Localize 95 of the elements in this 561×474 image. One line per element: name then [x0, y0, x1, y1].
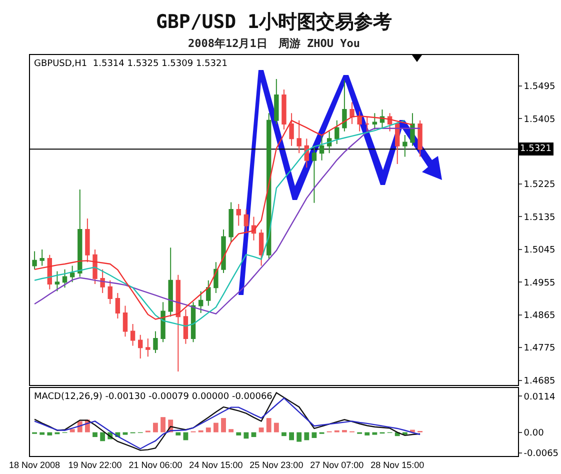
bar	[92, 432, 98, 438]
y-tick-label: 1.5045	[524, 246, 556, 256]
bar	[153, 422, 158, 432]
bar	[236, 432, 242, 436]
y-tick-label: 1.5135	[524, 212, 556, 223]
candlestick	[206, 280, 211, 306]
bar	[213, 422, 218, 432]
candlestick	[100, 268, 105, 294]
bar	[274, 422, 279, 432]
ref-line-label: 1.5321	[520, 144, 552, 154]
candlestick	[228, 202, 234, 243]
y-tick-label: -0.0065	[524, 448, 559, 459]
bar	[206, 428, 211, 432]
candlestick	[364, 116, 370, 132]
candlestick	[350, 102, 354, 125]
bar	[289, 432, 294, 440]
y-tick-label: 0.00	[524, 428, 544, 438]
bar	[40, 432, 45, 435]
chart-subtitle: 2008年12月1日 周游 ZHOU You	[188, 37, 360, 50]
x-tick-label: 19 Nov 22:00	[68, 460, 122, 470]
bar	[244, 432, 249, 439]
candlestick	[138, 334, 143, 359]
y-tick-label: 1.4865	[524, 311, 556, 322]
bar	[100, 432, 106, 442]
candlestick	[312, 145, 317, 204]
bar	[221, 418, 226, 432]
annotation: MACD(12,26,9) -0.00130 -0.00079 0.00000 -0.00066	[34, 392, 273, 402]
chart-title: GBP/USD 1小时图交易参考	[156, 11, 392, 33]
x-tick-label: 18 Nov 2008	[9, 460, 60, 470]
candlestick	[85, 218, 90, 263]
candlestick	[160, 302, 166, 343]
y-tick-label: 1.5225	[524, 180, 556, 190]
candlestick	[130, 323, 136, 346]
candlestick	[70, 265, 75, 283]
candlestick	[342, 80, 347, 132]
candlestick	[176, 274, 181, 372]
candlestick	[326, 130, 332, 154]
candlestick	[357, 110, 362, 132]
candlestick	[108, 280, 112, 304]
candlestick	[289, 112, 294, 146]
candlestick	[146, 338, 150, 358]
candlestick	[54, 270, 60, 292]
candlestick	[282, 89, 286, 130]
candlestick	[304, 138, 310, 168]
bar	[258, 428, 264, 432]
bar	[372, 432, 378, 435]
candlestick	[402, 134, 408, 158]
bar	[364, 432, 370, 436]
candlestick	[214, 262, 218, 294]
bar	[296, 432, 302, 442]
bar	[228, 429, 234, 432]
candlestick	[183, 308, 188, 344]
annotation: GBPUSD,H1 1.5314 1.5325 1.5309 1.5321	[34, 59, 228, 69]
candlestick	[40, 248, 44, 266]
y-tick-label: 1.5495	[524, 82, 556, 92]
x-tick-label: 28 Nov 15:00	[370, 460, 424, 470]
bar	[122, 432, 128, 435]
candlestick	[153, 330, 158, 354]
y-tick-label: 1.4685	[524, 376, 556, 386]
candlestick	[418, 120, 422, 158]
bar	[47, 432, 52, 436]
bar	[160, 417, 166, 432]
y-tick-label: 0.0114	[524, 392, 556, 402]
x-tick-label: 25 Nov 23:00	[250, 460, 304, 470]
candlestick	[32, 250, 37, 270]
bar	[266, 418, 272, 432]
bar	[176, 432, 181, 436]
candlestick	[115, 292, 120, 319]
candlestick	[296, 120, 302, 154]
bar	[282, 432, 286, 436]
x-tick-label: 27 Nov 07:00	[310, 460, 364, 470]
candlestick	[395, 122, 400, 165]
candlestick	[244, 208, 249, 234]
candlestick	[78, 188, 82, 278]
candlestick	[168, 247, 173, 318]
y-tick-label: 1.4955	[524, 278, 556, 288]
bar	[70, 429, 75, 432]
candlestick	[334, 120, 340, 145]
y-tick-label: 1.5405	[524, 114, 556, 125]
candlestick	[47, 254, 52, 290]
candlestick	[372, 112, 378, 130]
candlestick	[198, 290, 204, 314]
x-tick-label: 24 Nov 15:00	[189, 460, 243, 470]
bar	[304, 432, 310, 440]
candlestick	[92, 248, 98, 284]
x-tick-label: 21 Nov 06:00	[128, 460, 182, 470]
candlestick	[236, 204, 241, 226]
candlestick	[274, 78, 279, 125]
candlestick	[221, 228, 226, 274]
candlestick	[122, 305, 128, 338]
candlestick	[319, 134, 324, 161]
candlestick	[62, 268, 68, 288]
y-tick-label: 1.4775	[524, 344, 556, 354]
candlestick	[258, 228, 264, 266]
candlestick	[410, 112, 415, 146]
